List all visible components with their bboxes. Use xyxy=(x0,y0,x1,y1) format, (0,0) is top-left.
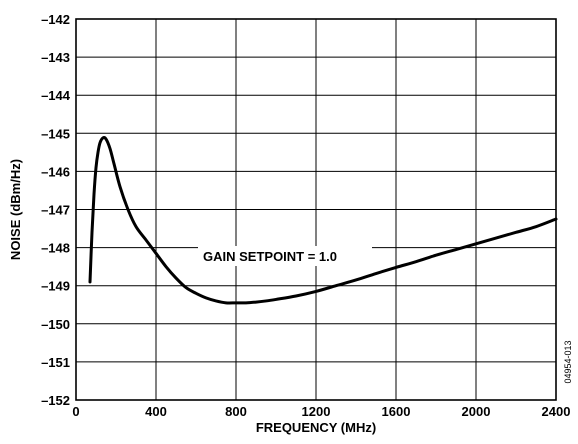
y-tick-label: –149 xyxy=(41,279,70,294)
x-tick-label: 1200 xyxy=(302,404,331,419)
y-tick-label: –146 xyxy=(41,164,70,179)
annotation-background xyxy=(198,246,372,266)
plot-area xyxy=(88,136,558,305)
x-axis-ticks: 0 400 800 1200 1600 2000 2400 xyxy=(72,404,570,419)
x-tick-label: 2000 xyxy=(462,404,491,419)
gain-setpoint-annotation: GAIN SETPOINT = 1.0 xyxy=(203,249,337,264)
y-axis-title: NOISE (dBm/Hz) xyxy=(8,159,23,260)
y-tick-label: –142 xyxy=(41,12,70,27)
x-tick-label: 800 xyxy=(225,404,247,419)
grid xyxy=(75,18,557,401)
plot-frame xyxy=(75,18,557,401)
y-tick-label: –147 xyxy=(41,203,70,218)
noise-curve xyxy=(88,136,558,305)
x-tick-label: 400 xyxy=(145,404,167,419)
y-tick-label: –150 xyxy=(41,317,70,332)
x-tick-label: 1600 xyxy=(382,404,411,419)
y-tick-label: –148 xyxy=(41,241,70,256)
x-tick-label: 0 xyxy=(72,404,79,419)
y-tick-label: –143 xyxy=(41,50,70,65)
y-axis-ticks: –142 –143 –144 –145 –146 –147 –148 –149 –150 –151… xyxy=(41,12,71,408)
y-tick-label: –152 xyxy=(41,393,70,408)
x-tick-label: 2400 xyxy=(542,404,571,419)
x-axis-title: FREQUENCY (MHz) xyxy=(256,420,376,435)
y-tick-label: –151 xyxy=(41,355,70,370)
y-tick-label: –145 xyxy=(41,126,70,141)
y-tick-label: –144 xyxy=(41,88,71,103)
figure-id: 04954-013 xyxy=(563,340,573,383)
